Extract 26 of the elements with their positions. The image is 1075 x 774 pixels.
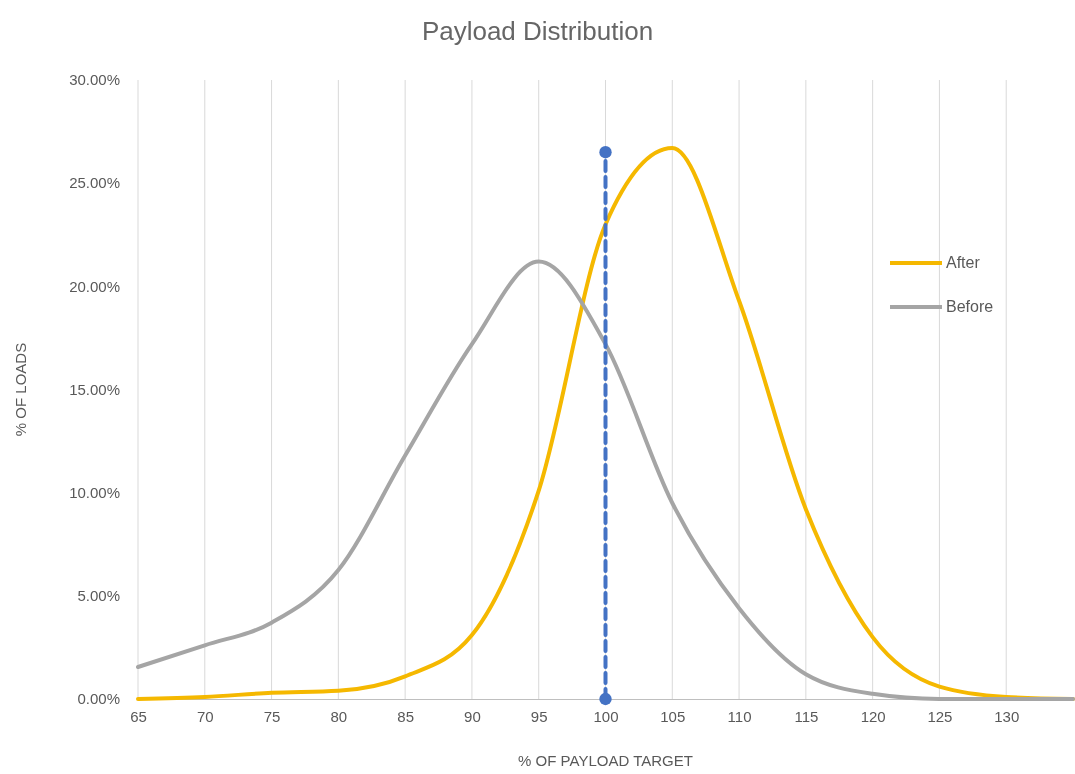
y-tick-label: 20.00% [69,277,120,295]
x-tick-label: 125 [927,707,953,725]
x-tick-label: 100 [593,707,619,725]
x-tick-label: 70 [196,707,214,725]
x-tick-label: 85 [397,707,414,725]
x-tick-label: 80 [330,707,348,725]
chart-title: Payload Distribution [421,16,654,46]
legend-label: After [946,254,981,271]
y-tick-label: 0.00% [77,690,120,708]
legend-label: Before [946,298,994,315]
x-axis-title: % OF PAYLOAD TARGET [518,752,693,769]
y-tick-label: 15.00% [69,380,120,398]
x-tick-label: 110 [727,707,752,725]
y-axis-title: % OF LOADS [12,342,29,437]
x-tick-label: 120 [860,707,886,725]
x-tick-label: 105 [660,707,686,725]
x-tick-label: 75 [263,707,281,725]
x-tick-label: 115 [794,707,819,725]
y-tick-label: 25.00% [69,174,120,192]
x-tick-label: 65 [130,707,147,725]
x-tick-label: 90 [464,707,481,725]
x-tick-label: 130 [994,707,1020,725]
y-tick-label: 30.00% [69,71,120,89]
y-tick-label: 5.00% [77,587,120,605]
x-tick-label: 95 [530,707,548,725]
y-tick-label: 10.00% [69,483,120,501]
